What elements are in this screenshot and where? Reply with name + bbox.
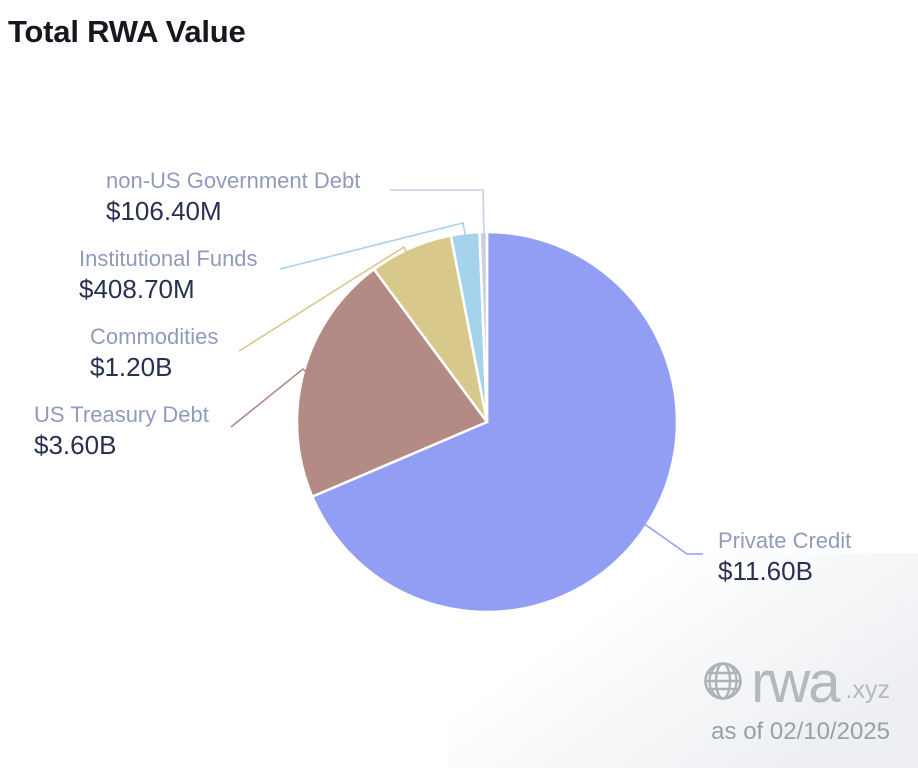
slice-name: Private Credit: [718, 528, 852, 553]
watermark-tld-text: .xyz: [845, 676, 890, 704]
slice-value: $408.70M: [79, 274, 195, 304]
leader-line-private-credit: [642, 522, 703, 555]
globe-icon: [702, 660, 744, 707]
slice-label-private-credit: Private Credit $11.60B: [718, 527, 851, 587]
slice-name: US Treasury Debt: [34, 402, 209, 427]
slice-value: $11.60B: [718, 556, 813, 586]
slice-value: $1.20B: [90, 352, 173, 382]
watermark-brand-text: rwa: [751, 650, 840, 715]
rwa-logo: rwa .xyz: [702, 650, 890, 715]
leader-line-institutional-funds: [279, 222, 467, 270]
slice-value: $3.60B: [34, 430, 117, 460]
slice-label-non-us-government-debt: non-US Government Debt $106.40M: [106, 167, 360, 227]
chart-title: Total RWA Value: [8, 14, 246, 49]
slice-label-institutional-funds: Institutional Funds $408.70M: [79, 245, 258, 305]
slice-name: Commodities: [90, 324, 219, 349]
pie-slice-private-credit[interactable]: [311, 230, 679, 614]
leader-line-non-us-government-debt: [390, 189, 485, 237]
leader-line-commodities: [238, 245, 410, 352]
slice-name: Institutional Funds: [79, 246, 258, 271]
slice-value: $106.40M: [106, 196, 222, 226]
slice-name: non-US Government Debt: [106, 168, 361, 193]
watermark-as-of-date: as of 02/10/2025: [711, 718, 890, 745]
leader-line-us-treasury-debt: [230, 367, 321, 428]
slice-label-commodities: Commodities $1.20B: [90, 323, 218, 383]
slice-label-us-treasury-debt: US Treasury Debt $3.60B: [34, 401, 209, 461]
rwa-watermark: rwa .xyz as of 02/10/2025: [702, 650, 890, 746]
pie-slice-us-treasury-debt[interactable]: [295, 268, 489, 498]
